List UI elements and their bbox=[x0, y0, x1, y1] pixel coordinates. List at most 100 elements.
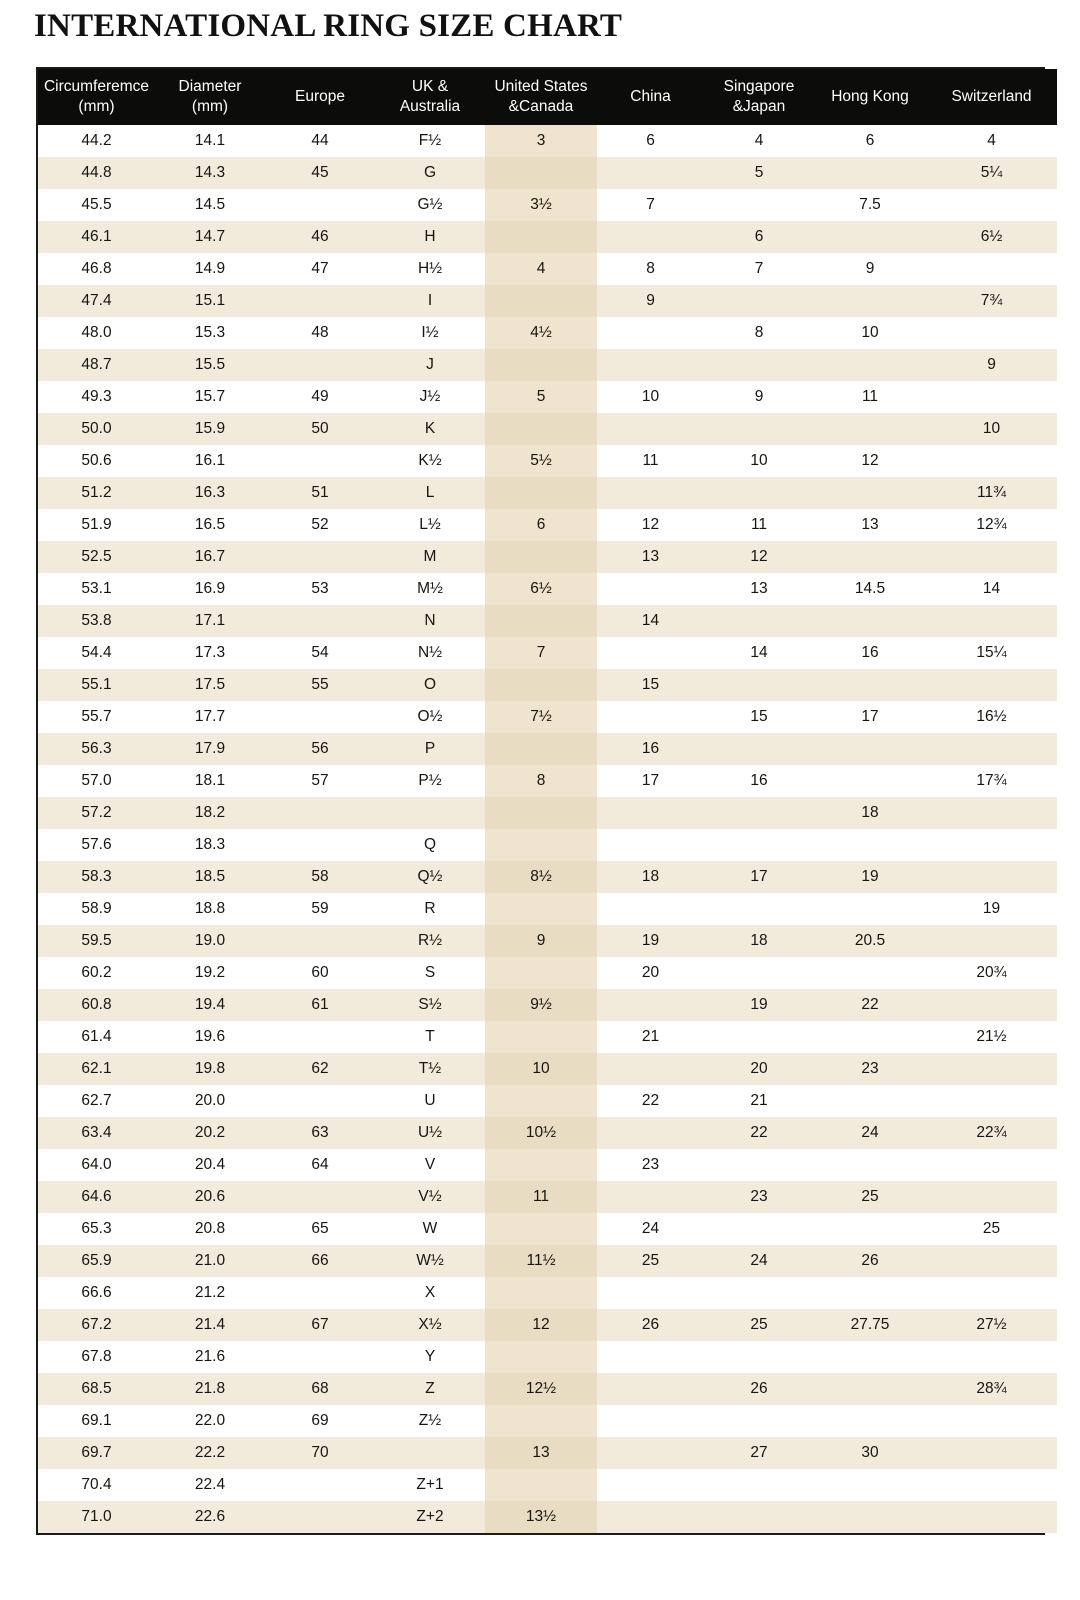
cell-china bbox=[597, 1372, 704, 1405]
cell-circumference: 51.2 bbox=[38, 476, 155, 509]
cell-europe: 53 bbox=[265, 572, 375, 605]
cell-value: 5 bbox=[536, 387, 546, 405]
cell-hong-kong: 18 bbox=[814, 796, 926, 829]
cell-singapore-japan bbox=[704, 828, 814, 861]
cell-switzerland bbox=[926, 1500, 1057, 1533]
cell-value: 70.4 bbox=[81, 1475, 112, 1493]
cell-value: 5½ bbox=[530, 451, 552, 469]
cell-value: P½ bbox=[418, 771, 442, 789]
cell-value: 9½ bbox=[530, 995, 552, 1013]
cell-hong-kong bbox=[814, 828, 926, 861]
cell-uk-australia: H½ bbox=[375, 252, 485, 285]
cell-hong-kong bbox=[814, 956, 926, 989]
cell-value: 53 bbox=[311, 579, 329, 597]
cell-china bbox=[597, 1180, 704, 1213]
cell-value: 15.3 bbox=[194, 323, 226, 341]
cell-value: Z½ bbox=[418, 1411, 442, 1429]
table-row: 61.4 19.6 T 21 21½ bbox=[38, 1020, 1057, 1053]
cell-singapore-japan: 15 bbox=[704, 700, 814, 733]
cell-circumference: 65.3 bbox=[38, 1212, 155, 1245]
header-line-1: Singapore bbox=[723, 78, 795, 95]
cell-value: 50.0 bbox=[81, 419, 112, 437]
cell-united-states-canada bbox=[485, 796, 597, 829]
cell-singapore-japan: 18 bbox=[704, 924, 814, 957]
cell-china bbox=[597, 572, 704, 605]
cell-diameter: 19.2 bbox=[155, 956, 265, 989]
header-line-2: (mm) bbox=[191, 97, 229, 115]
cell-europe bbox=[265, 188, 375, 221]
cell-singapore-japan bbox=[704, 1468, 814, 1501]
cell-value: 21 bbox=[641, 1027, 660, 1045]
cell-uk-australia: Q bbox=[375, 828, 485, 861]
cell-value: 11¾ bbox=[976, 483, 1007, 501]
cell-value: 19.4 bbox=[194, 995, 226, 1013]
column-header-china: China bbox=[597, 69, 704, 125]
cell-china: 13 bbox=[597, 540, 704, 573]
cell-value: 17.9 bbox=[194, 739, 226, 757]
cell-switzerland: 25 bbox=[926, 1212, 1057, 1245]
cell-value: 6 bbox=[754, 227, 764, 245]
cell-value: 71.0 bbox=[81, 1507, 112, 1525]
cell-circumference: 70.4 bbox=[38, 1468, 155, 1501]
cell-hong-kong bbox=[814, 348, 926, 381]
cell-value: 21.8 bbox=[194, 1379, 226, 1397]
table-row: 56.3 17.9 56 P 16 bbox=[38, 732, 1057, 765]
cell-value: 26 bbox=[750, 1379, 768, 1397]
cell-value: 13½ bbox=[525, 1507, 557, 1525]
cell-value: 19 bbox=[750, 995, 768, 1013]
cell-value: 4 bbox=[536, 259, 546, 277]
column-header-united-states-canada: United States &Canada bbox=[485, 69, 597, 125]
cell-china: 26 bbox=[597, 1308, 704, 1341]
cell-switzerland: 4 bbox=[926, 124, 1057, 157]
cell-diameter: 17.5 bbox=[155, 668, 265, 701]
cell-value: 17.3 bbox=[194, 643, 226, 661]
cell-value: 20.2 bbox=[194, 1123, 226, 1141]
cell-value: 15.9 bbox=[194, 419, 226, 437]
cell-value: H½ bbox=[417, 259, 443, 277]
cell-diameter: 22.2 bbox=[155, 1436, 265, 1469]
cell-europe: 57 bbox=[265, 764, 375, 797]
cell-value: 47 bbox=[311, 259, 329, 277]
header-line-2: &Canada bbox=[508, 97, 574, 115]
cell-united-states-canada bbox=[485, 1148, 597, 1181]
cell-circumference: 52.5 bbox=[38, 540, 155, 573]
cell-hong-kong bbox=[814, 1148, 926, 1181]
table-row: 45.5 14.5 G½ 3½ 7 7.5 bbox=[38, 188, 1057, 221]
cell-circumference: 65.9 bbox=[38, 1244, 155, 1277]
cell-value: 25 bbox=[982, 1219, 1001, 1237]
table-row: 71.0 22.6 Z+2 13½ bbox=[38, 1500, 1057, 1533]
cell-value: 69 bbox=[311, 1411, 329, 1429]
table-row: 55.7 17.7 O½ 7½ 15 17 16½ bbox=[38, 700, 1057, 733]
cell-value: 21.0 bbox=[194, 1251, 226, 1269]
cell-value: 20.6 bbox=[194, 1187, 226, 1205]
cell-value: 17.5 bbox=[194, 675, 226, 693]
cell-diameter: 22.0 bbox=[155, 1404, 265, 1437]
cell-value: 10 bbox=[750, 451, 768, 469]
cell-value: K½ bbox=[418, 451, 442, 469]
cell-switzerland bbox=[926, 860, 1057, 893]
cell-value: 57.6 bbox=[81, 835, 112, 853]
cell-value: 58.3 bbox=[81, 867, 112, 885]
cell-china bbox=[597, 828, 704, 861]
cell-value: 5 bbox=[754, 163, 764, 181]
header-line-1: Switzerland bbox=[951, 87, 1032, 105]
cell-singapore-japan: 16 bbox=[704, 764, 814, 797]
cell-singapore-japan: 6 bbox=[704, 220, 814, 253]
cell-value: 9 bbox=[987, 355, 996, 373]
cell-value: X½ bbox=[418, 1315, 442, 1333]
cell-circumference: 61.4 bbox=[38, 1020, 155, 1053]
cell-singapore-japan: 26 bbox=[704, 1372, 814, 1405]
cell-uk-australia: G½ bbox=[375, 188, 485, 221]
cell-united-states-canada: 5 bbox=[485, 380, 597, 413]
cell-diameter: 15.1 bbox=[155, 284, 265, 317]
cell-value: 62 bbox=[311, 1059, 329, 1077]
table-header-row: Circumferemce (mm) Diameter (mm) Europe … bbox=[38, 69, 1057, 125]
header-line-1: UK & bbox=[411, 78, 449, 95]
cell-value: 61.4 bbox=[81, 1027, 112, 1045]
cell-circumference: 49.3 bbox=[38, 380, 155, 413]
cell-singapore-japan bbox=[704, 476, 814, 509]
cell-diameter: 15.5 bbox=[155, 348, 265, 381]
cell-diameter: 14.7 bbox=[155, 220, 265, 253]
table-row: 46.8 14.9 47 H½ 4 8 7 9 bbox=[38, 252, 1057, 285]
cell-value: 19 bbox=[641, 931, 660, 949]
